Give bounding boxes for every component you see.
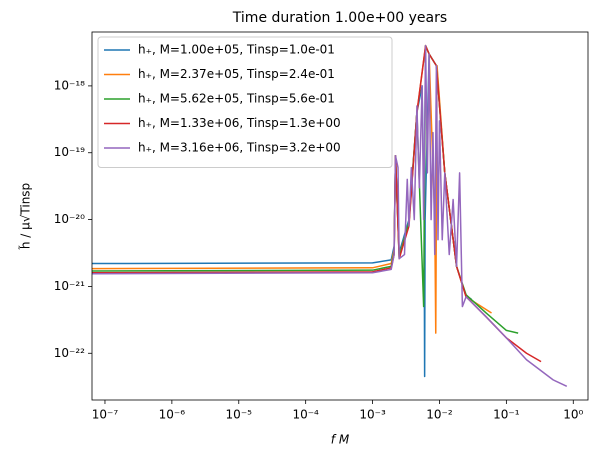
x-tick-label: 10⁻² <box>426 408 453 422</box>
legend-label: h₊, M=5.62e+05, Tinsp=5.6e-01 <box>138 92 335 106</box>
x-axis-label: f M <box>331 433 350 447</box>
legend-label: h₊, M=2.37e+05, Tinsp=2.4e-01 <box>138 67 335 81</box>
x-tick-label: 10⁻⁶ <box>159 408 186 422</box>
y-tick-label: 10⁻²¹ <box>54 279 85 293</box>
chart-title: Time duration 1.00e+00 years <box>232 10 447 26</box>
legend-box <box>97 36 393 168</box>
series-line <box>92 44 568 388</box>
x-tick-label: 10⁻¹ <box>493 408 520 422</box>
x-tick-label: 10⁻⁴ <box>292 408 319 422</box>
legend-label: h₊, M=1.33e+06, Tinsp=1.3e+00 <box>138 116 341 130</box>
y-tick-label: 10⁻¹⁹ <box>54 145 85 159</box>
y-tick-label: 10⁻¹⁸ <box>54 78 85 92</box>
legend-label: h₊, M=1.00e+05, Tinsp=1.0e-01 <box>138 43 335 57</box>
legend: h₊, M=1.00e+05, Tinsp=1.0e-01 h₊, M=2.37e… <box>97 36 393 168</box>
plot-frame <box>91 31 589 401</box>
plot-lines <box>92 44 568 388</box>
y-tick-label: 10⁻²² <box>54 346 85 360</box>
x-tick-label: 10⁻³ <box>359 408 386 422</box>
x-tick-label: 10⁻⁷ <box>92 408 119 422</box>
y-axis-label: h̃ / μ√Tinsp <box>18 183 32 250</box>
y-tick-label: 10⁻²⁰ <box>54 212 85 226</box>
x-tick-label: 10⁻⁵ <box>226 408 253 422</box>
legend-label: h₊, M=3.16e+06, Tinsp=3.2e+00 <box>138 141 341 155</box>
x-tick-label: 10⁰ <box>563 408 583 422</box>
